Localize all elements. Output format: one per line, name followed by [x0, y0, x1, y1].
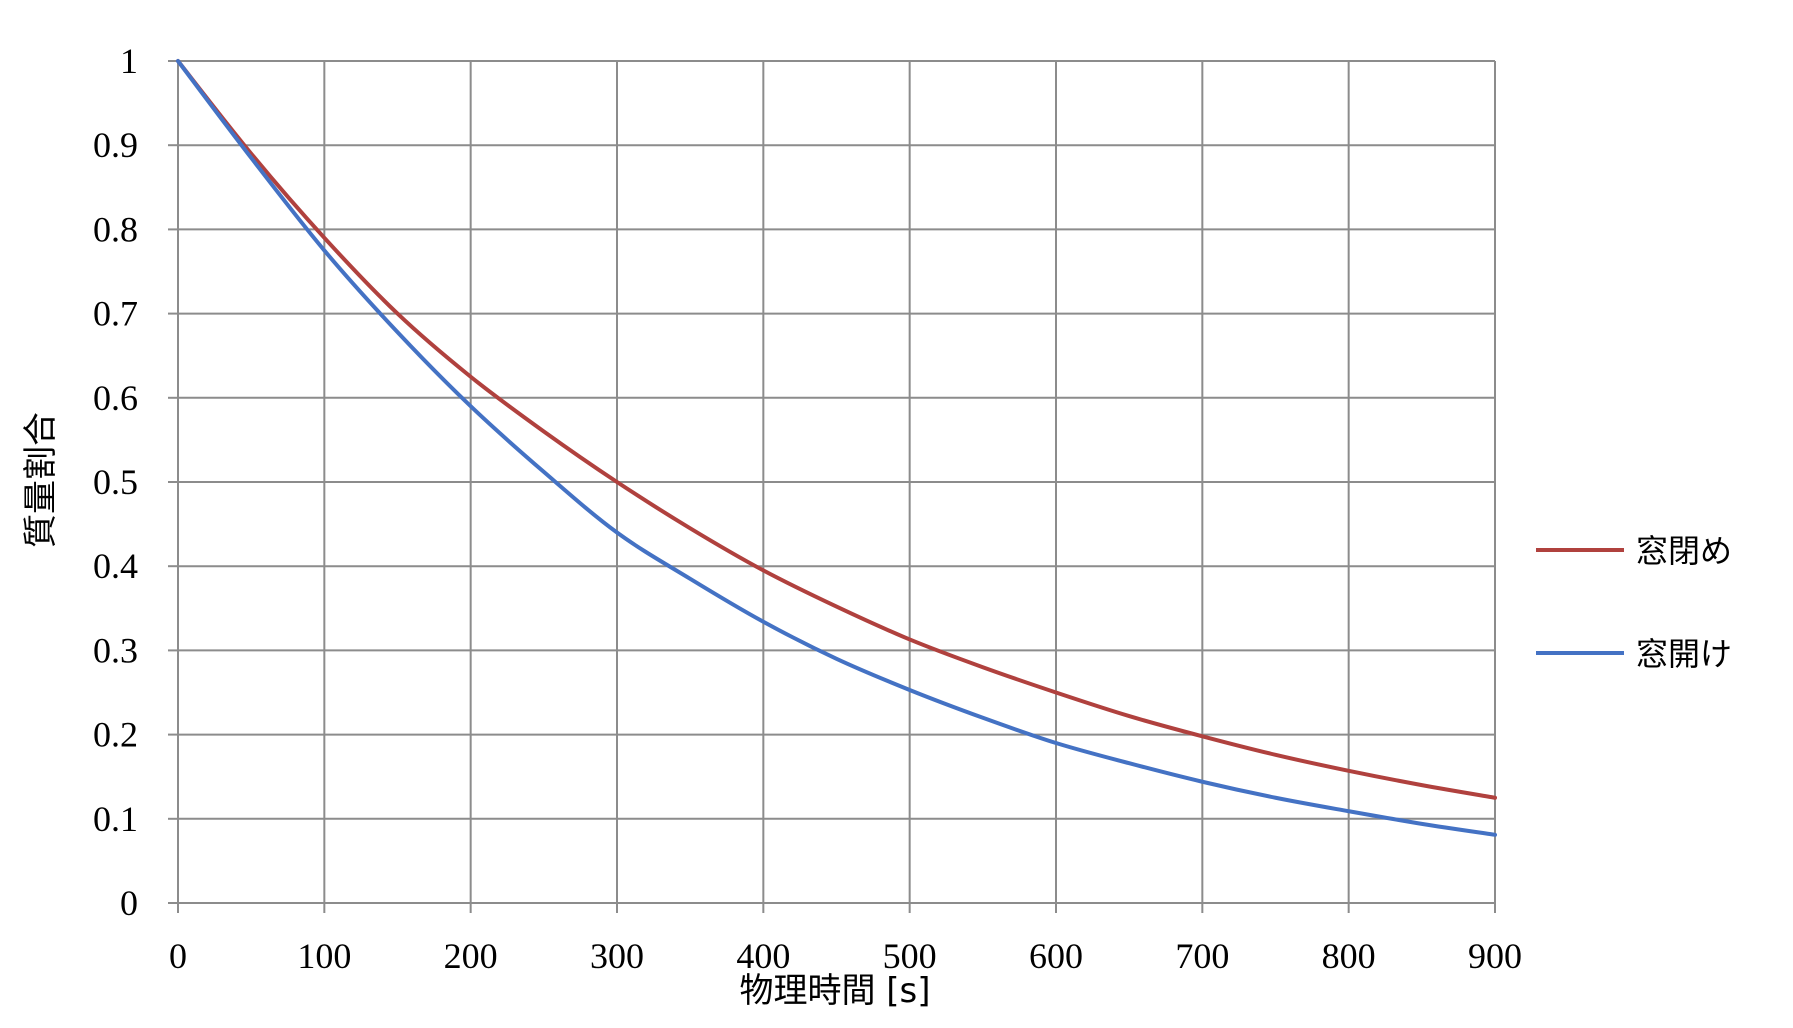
tick-labels: 0 100 200 300 400 500 600 700 800 900 0 0.1 0.2 0.3 0.… — [93, 41, 1522, 976]
y-tick-label: 0.4 — [93, 546, 138, 586]
y-tick-label: 0.3 — [93, 630, 138, 670]
axes — [168, 60, 1496, 913]
x-tick-label: 500 — [883, 936, 937, 976]
series-lines — [176, 59, 1497, 837]
x-tick-label: 100 — [297, 936, 351, 976]
y-tick-label: 0.8 — [93, 209, 138, 249]
x-tick-label: 700 — [1175, 936, 1229, 976]
legend-label: 窓閉め — [1636, 532, 1732, 570]
x-tick-label: 800 — [1322, 936, 1376, 976]
y-tick-label: 0.6 — [93, 378, 138, 418]
x-tick-label: 900 — [1468, 936, 1522, 976]
y-tick-label: 0 — [120, 883, 138, 923]
series-line-2 — [176, 59, 1497, 837]
x-tick-label: 200 — [444, 936, 498, 976]
y-tick-label: 0.7 — [93, 294, 138, 334]
x-axis-title: 物理時間 [s] — [739, 971, 930, 1011]
series-line-1 — [176, 59, 1497, 800]
legend-label: 窓開け — [1636, 635, 1732, 673]
y-tick-label: 1 — [120, 41, 138, 81]
x-tick-label: 300 — [590, 936, 644, 976]
y-tick-label: 0.2 — [93, 715, 138, 755]
grid — [178, 60, 1496, 903]
x-tick-label: 600 — [1029, 936, 1083, 976]
y-tick-label: 0.1 — [93, 799, 138, 839]
x-tick-label: 0 — [169, 936, 187, 976]
x-tick-label: 400 — [736, 936, 790, 976]
y-tick-label: 0.9 — [93, 125, 138, 165]
y-tick-label: 0.5 — [93, 462, 138, 502]
y-axis-title: 質量割合 — [21, 412, 61, 548]
